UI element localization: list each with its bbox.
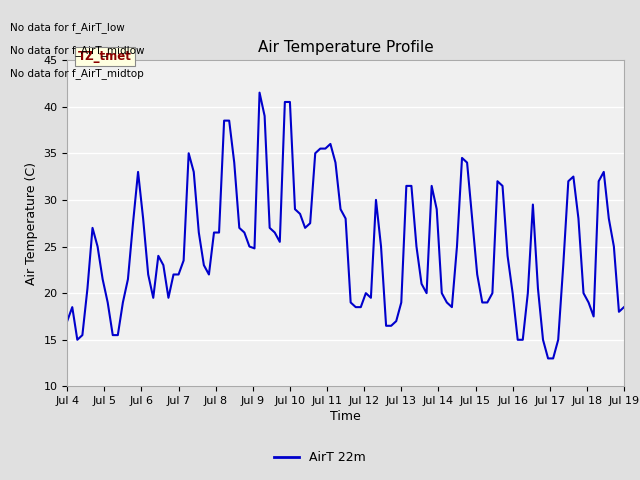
Text: TZ_tmet: TZ_tmet [78, 50, 132, 63]
Text: No data for f_AirT_midtop: No data for f_AirT_midtop [10, 68, 143, 79]
Y-axis label: Air Temperature (C): Air Temperature (C) [25, 162, 38, 285]
Text: No data for f_AirT_low: No data for f_AirT_low [10, 22, 124, 33]
Text: No data for f_AirT_midlow: No data for f_AirT_midlow [10, 45, 144, 56]
Title: Air Temperature Profile: Air Temperature Profile [258, 40, 433, 55]
X-axis label: Time: Time [330, 410, 361, 423]
Legend: AirT 22m: AirT 22m [269, 446, 371, 469]
